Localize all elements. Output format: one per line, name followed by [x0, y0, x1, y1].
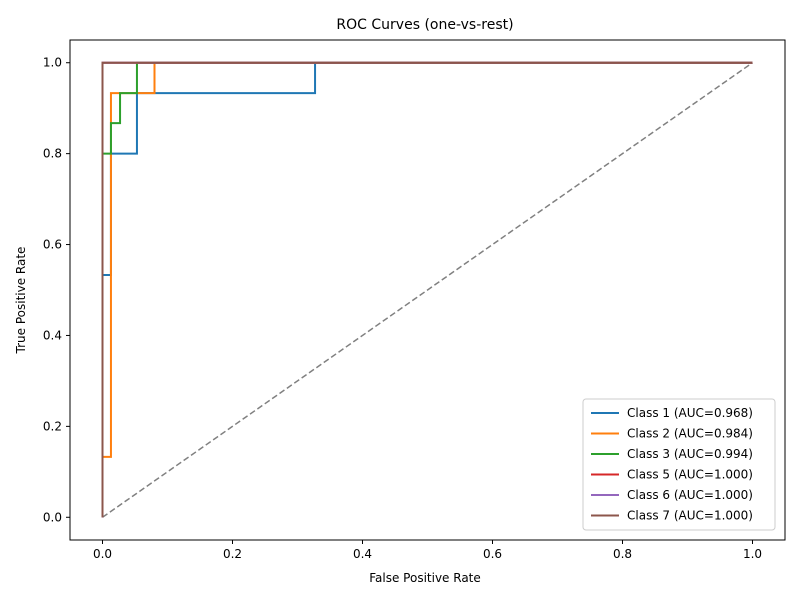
- plot-area: [69, 39, 786, 541]
- x-tick-label: 0.6: [483, 547, 502, 561]
- series-line-6: [101, 61, 753, 518]
- x-axis-label: False Positive Rate: [369, 571, 481, 585]
- y-tick-label: 0.6: [43, 238, 62, 252]
- y-tick-label: 0.0: [43, 510, 62, 524]
- y-axis-ticks: 0.0 0.2 0.4 0.6 0.8 1.0: [43, 56, 70, 524]
- x-tick-label: 0.0: [93, 547, 112, 561]
- y-tick-label: 0.2: [43, 419, 62, 433]
- y-tick-label: 1.0: [43, 56, 62, 70]
- series-group: [101, 61, 753, 518]
- x-axis-ticks: 0.0 0.2 0.4 0.6 0.8 1.0: [93, 540, 762, 561]
- legend-box: [582, 398, 776, 531]
- x-tick-label: 1.0: [743, 547, 762, 561]
- x-tick-label: 0.2: [223, 547, 242, 561]
- y-axis-label: True Positive Rate: [14, 247, 28, 355]
- chance-diagonal-line: [102, 62, 753, 518]
- legend-entry: Class 6 (AUC=1.000): [627, 488, 753, 502]
- plot-frame: [69, 39, 786, 541]
- y-tick-label: 0.8: [43, 147, 62, 161]
- y-tick-label: 0.4: [43, 328, 62, 342]
- legend-entry: Class 2 (AUC=0.984): [627, 427, 753, 441]
- legend-entry: Class 5 (AUC=1.000): [627, 468, 753, 482]
- legend: Class 1 (AUC=0.968) Class 2 (AUC=0.984) Cl…: [582, 398, 776, 531]
- legend-entry: Class 3 (AUC=0.994): [627, 447, 753, 461]
- chart-title: ROC Curves (one-vs-rest): [336, 17, 513, 33]
- series-line-3: [101, 61, 753, 518]
- legend-entry: Class 7 (AUC=1.000): [627, 509, 753, 523]
- x-tick-label: 0.4: [353, 547, 372, 561]
- reference-line-group: [102, 62, 753, 518]
- series-line-1: [101, 61, 753, 518]
- x-tick-label: 0.8: [613, 547, 632, 561]
- legend-entry: Class 1 (AUC=0.968): [627, 406, 753, 420]
